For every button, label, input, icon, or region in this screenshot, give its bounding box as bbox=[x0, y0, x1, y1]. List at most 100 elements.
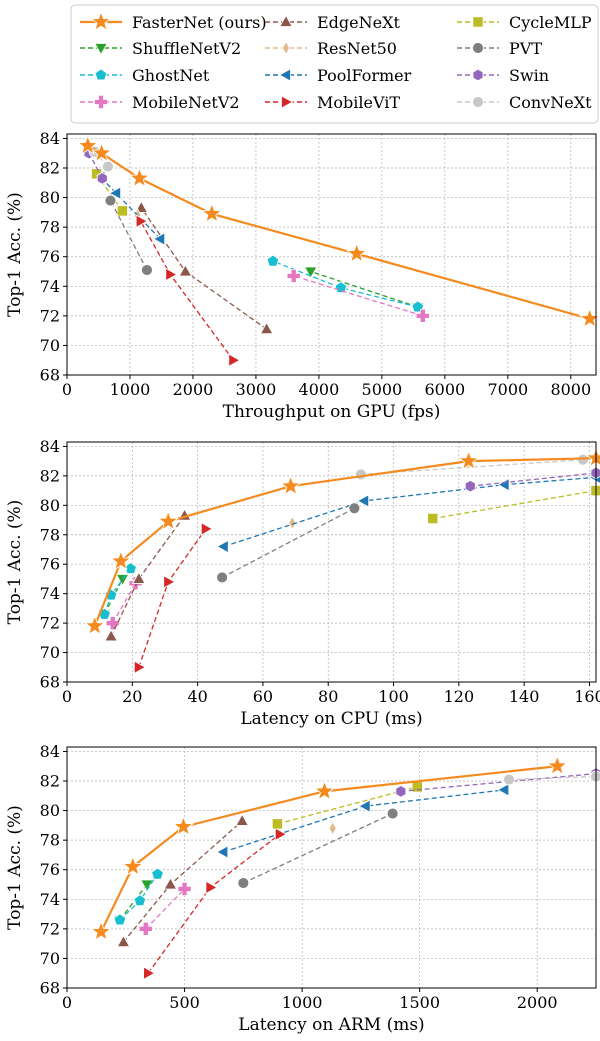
legend-entry-resnet50: ResNet50 bbox=[265, 39, 397, 58]
point-convnext-0 bbox=[101, 160, 114, 173]
series-line-mobilenetv2 bbox=[293, 275, 424, 317]
point-fasternet-ours-1 bbox=[110, 549, 132, 571]
point-fasternet-ours-5 bbox=[77, 134, 99, 155]
point-edgenext-0 bbox=[116, 934, 131, 948]
legend-entry-fasternet-ours: FasterNet (ours) bbox=[80, 10, 267, 32]
series-line-fasternet-ours bbox=[93, 457, 597, 627]
legend-marker-fasternet-ours bbox=[90, 10, 112, 32]
point-mobilenetv2-1 bbox=[286, 269, 301, 283]
x-tick-label: 2000 bbox=[173, 380, 214, 399]
series-mobilenetv2 bbox=[138, 882, 192, 936]
y-tick-label: 70 bbox=[40, 949, 60, 968]
legend-marker-mobilenetv2 bbox=[94, 95, 108, 109]
series-resnet50 bbox=[328, 820, 337, 836]
point-pvt-1 bbox=[386, 807, 399, 820]
x-tick-label: 160 bbox=[574, 687, 600, 706]
point-mobilevit-2 bbox=[135, 214, 149, 229]
series-line-swin bbox=[470, 472, 597, 487]
legend-entry-poolformer: PoolFormer bbox=[265, 66, 412, 85]
series-line-shufflenetv2 bbox=[310, 270, 418, 308]
series-pvt bbox=[216, 502, 361, 584]
point-resnet50-0 bbox=[288, 515, 297, 531]
legend-entry-convnext: ConvNeXt bbox=[457, 93, 592, 112]
point-edgenext-1 bbox=[163, 877, 178, 890]
grid bbox=[66, 747, 596, 989]
point-fasternet-ours-0 bbox=[578, 307, 600, 328]
series-line-pvt bbox=[221, 507, 355, 579]
point-mobilevit-2 bbox=[274, 827, 288, 842]
point-mobilevit-0 bbox=[228, 353, 241, 368]
point-poolformer-0 bbox=[152, 232, 166, 246]
legend-label: MobileNetV2 bbox=[132, 93, 240, 112]
series-layer bbox=[90, 754, 600, 981]
series-edgenext bbox=[116, 813, 250, 948]
point-mobilevit-1 bbox=[205, 880, 218, 895]
y-tick-label: 82 bbox=[40, 466, 60, 485]
x-tick-label: 1000 bbox=[282, 993, 323, 1012]
y-tick-label: 70 bbox=[40, 336, 60, 355]
point-ghostnet-0 bbox=[113, 913, 127, 926]
chart-panel-3: 0 500 1000 1500 2000 68 70 72 74 76 78 80 82 84 Latenc… bbox=[5, 742, 600, 1035]
x-tick-label: 3000 bbox=[236, 380, 277, 399]
y-axis-label: Top-1 Acc. (%) bbox=[5, 192, 25, 317]
point-mobilenetv2-1 bbox=[177, 882, 192, 896]
series-resnet50 bbox=[288, 515, 297, 531]
point-poolformer-2 bbox=[497, 477, 510, 492]
x-tick-label: 1000 bbox=[110, 380, 151, 399]
series-mobilevit bbox=[133, 521, 214, 675]
series-swin bbox=[464, 466, 600, 493]
point-shufflenetv2-1 bbox=[303, 266, 318, 279]
series-line-pvt bbox=[109, 200, 148, 271]
legend-label: Swin bbox=[509, 66, 549, 85]
point-edgenext-1 bbox=[178, 264, 193, 277]
series-cyclemlp bbox=[271, 781, 423, 830]
series-poolformer bbox=[216, 470, 600, 554]
series-line-cyclemlp bbox=[432, 489, 597, 520]
point-fasternet-ours-4 bbox=[457, 449, 480, 471]
point-edgenext-1 bbox=[131, 571, 146, 584]
legend: FasterNet (ours) EdgeNeXt CycleMLP ShuffleN… bbox=[70, 4, 599, 124]
series-line-poolformer bbox=[223, 476, 597, 548]
series-edgenext bbox=[104, 508, 192, 642]
legend-entry-edgenext: EdgeNeXt bbox=[265, 13, 400, 32]
y-tick-label: 68 bbox=[40, 673, 60, 692]
legend-entry-ghostnet: GhostNet bbox=[80, 66, 210, 85]
x-axis-label: Latency on ARM (ms) bbox=[238, 1015, 424, 1035]
series-line-edgenext bbox=[110, 515, 186, 637]
legend-marker-ghostnet bbox=[94, 68, 108, 81]
x-tick-label: 6000 bbox=[424, 380, 465, 399]
point-pvt-1 bbox=[348, 502, 361, 515]
legend-marker-edgenext bbox=[279, 14, 293, 27]
legend-entry-swin: Swin bbox=[457, 66, 549, 85]
y-tick-label: 78 bbox=[40, 218, 60, 237]
x-tick-label: 0 bbox=[62, 687, 72, 706]
y-tick-label: 74 bbox=[40, 890, 60, 909]
series-pvt bbox=[104, 194, 153, 276]
series-layer bbox=[84, 446, 600, 675]
y-tick-label: 70 bbox=[40, 643, 60, 662]
point-swin-1 bbox=[590, 466, 600, 480]
y-tick-label: 72 bbox=[40, 919, 60, 938]
point-mobilenetv2-0 bbox=[416, 309, 430, 323]
series-fasternet-ours bbox=[77, 134, 600, 328]
point-mobilenetv2-0 bbox=[138, 922, 153, 936]
y-tick-label: 68 bbox=[40, 979, 60, 998]
legend-label: ResNet50 bbox=[317, 39, 397, 58]
point-fasternet-ours-1 bbox=[345, 242, 368, 263]
point-mobilevit-0 bbox=[133, 660, 147, 675]
point-fasternet-ours-1 bbox=[122, 855, 144, 876]
point-fasternet-ours-4 bbox=[546, 754, 568, 776]
series-convnext bbox=[503, 770, 600, 786]
y-tick-label: 68 bbox=[40, 366, 60, 385]
y-tick-label: 72 bbox=[40, 306, 60, 325]
point-cyclemlp-1 bbox=[590, 484, 600, 497]
x-tick-label: 40 bbox=[187, 687, 207, 706]
point-mobilenetv2-0 bbox=[105, 616, 120, 630]
x-tick-label: 1500 bbox=[399, 993, 440, 1012]
point-pvt-0 bbox=[216, 571, 229, 584]
point-convnext-0 bbox=[354, 468, 367, 481]
legend-marker-resnet50 bbox=[281, 40, 291, 56]
point-poolformer-1 bbox=[358, 799, 371, 814]
point-poolformer-0 bbox=[215, 845, 229, 859]
point-mobilevit-0 bbox=[143, 966, 156, 981]
